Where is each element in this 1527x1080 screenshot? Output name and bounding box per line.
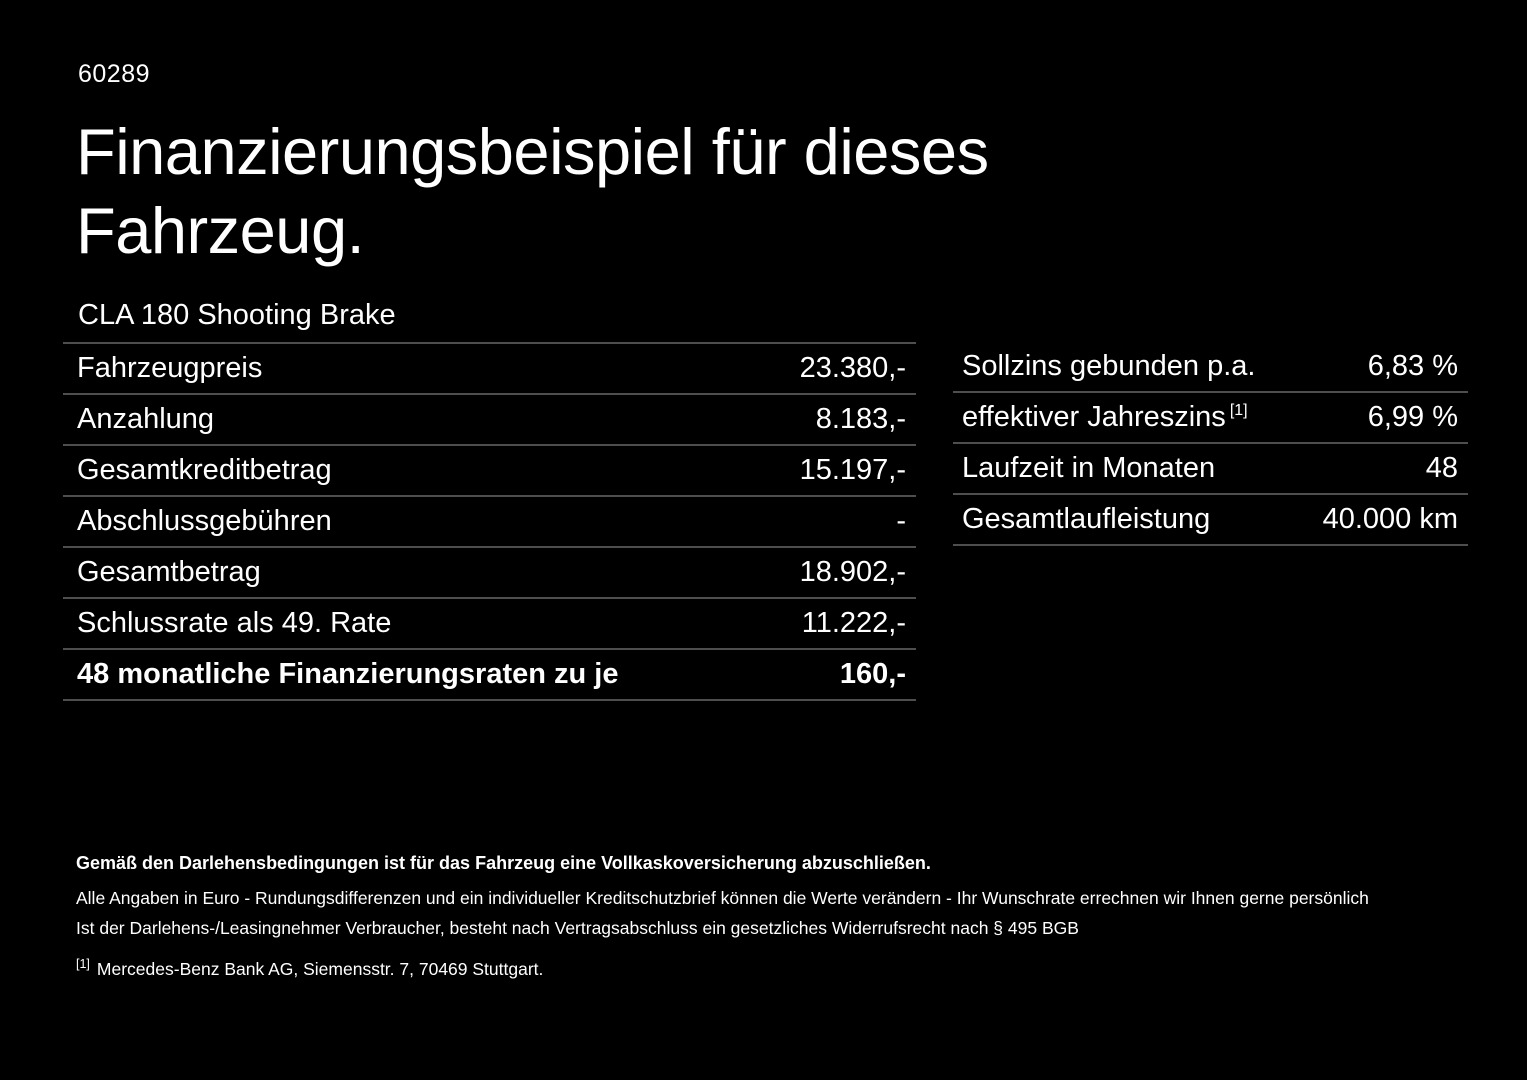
row-label: 48 monatliche Finanzierungsraten zu je bbox=[77, 658, 619, 690]
row-label: Gesamtbetrag bbox=[77, 556, 261, 588]
row-label-text: effektiver Jahreszins bbox=[962, 401, 1226, 433]
vehicle-model: CLA 180 Shooting Brake bbox=[78, 299, 396, 331]
row-value: - bbox=[896, 505, 906, 537]
row-label: effektiver Jahreszins [1] bbox=[962, 401, 1248, 434]
row-label: Gesamtkreditbetrag bbox=[77, 454, 332, 486]
row-label: Abschlussgebühren bbox=[77, 505, 332, 537]
euro-note: Alle Angaben in Euro - Rundungsdifferenz… bbox=[76, 888, 1369, 909]
table-row-gesamtlaufleistung: Gesamtlaufleistung 40.000 km bbox=[953, 495, 1468, 546]
doc-number: 60289 bbox=[78, 60, 151, 88]
bank-footnote: [1] Mercedes-Benz Bank AG, Siemensstr. 7,… bbox=[76, 957, 1466, 982]
row-label: Anzahlung bbox=[77, 403, 215, 435]
row-value: 48 bbox=[1425, 452, 1458, 484]
row-value: 40.000 km bbox=[1322, 503, 1458, 535]
table-row-gesamtbetrag: Gesamtbetrag 18.902,- bbox=[63, 548, 916, 599]
table-row-gesamtkreditbetrag: Gesamtkreditbetrag 15.197,- bbox=[63, 446, 916, 497]
row-label: Sollzins gebunden p.a. bbox=[962, 350, 1256, 382]
table-row-monatsrate: 48 monatliche Finanzierungsraten zu je 1… bbox=[63, 650, 916, 701]
disclaimer-block: Gemäß den Darlehensbedingungen ist für d… bbox=[76, 851, 1466, 982]
row-label: Schlussrate als 49. Rate bbox=[77, 607, 392, 639]
row-value: 18.902,- bbox=[799, 556, 906, 588]
row-value: 6,83 % bbox=[1367, 350, 1458, 382]
table-row-schlussrate: Schlussrate als 49. Rate 11.222,- bbox=[63, 599, 916, 650]
footnote-text: Mercedes-Benz Bank AG, Siemensstr. 7, 70… bbox=[96, 959, 544, 980]
row-value: 8.183,- bbox=[815, 403, 906, 435]
table-row-sollzins: Sollzins gebunden p.a. 6,83 % bbox=[953, 342, 1468, 393]
table-row-fahrzeugpreis: Fahrzeugpreis 23.380,- bbox=[63, 344, 916, 395]
table-row-laufzeit: Laufzeit in Monaten 48 bbox=[953, 444, 1468, 495]
table-row-effektiver-jahreszins: effektiver Jahreszins [1] 6,99 % bbox=[953, 393, 1468, 444]
table-row-anzahlung: Anzahlung 8.183,- bbox=[63, 395, 916, 446]
finance-table: Fahrzeugpreis 23.380,- Anzahlung 8.183,-… bbox=[63, 342, 916, 701]
footnote-marker: [1] bbox=[76, 957, 90, 972]
row-label: Gesamtlaufleistung bbox=[962, 503, 1211, 535]
row-value: 23.380,- bbox=[799, 352, 906, 384]
insurance-note: Gemäß den Darlehensbedingungen ist für d… bbox=[76, 853, 931, 873]
row-value: 6,99 % bbox=[1367, 401, 1458, 433]
row-label: Laufzeit in Monaten bbox=[962, 452, 1216, 484]
withdrawal-note: Ist der Darlehens-/Leasingnehmer Verbrau… bbox=[76, 917, 1079, 938]
row-label: Fahrzeugpreis bbox=[77, 352, 263, 384]
row-value: 11.222,- bbox=[801, 607, 906, 639]
table-row-abschlussgebuehren: Abschlussgebühren - bbox=[63, 497, 916, 548]
row-value: 15.197,- bbox=[799, 454, 906, 486]
row-value: 160,- bbox=[839, 658, 906, 690]
conditions-table: Sollzins gebunden p.a. 6,83 % effektiver… bbox=[953, 342, 1468, 546]
page-title: Finanzierungsbeispiel für dieses Fahrzeu… bbox=[76, 115, 989, 268]
footnote-marker: [1] bbox=[1229, 402, 1248, 420]
